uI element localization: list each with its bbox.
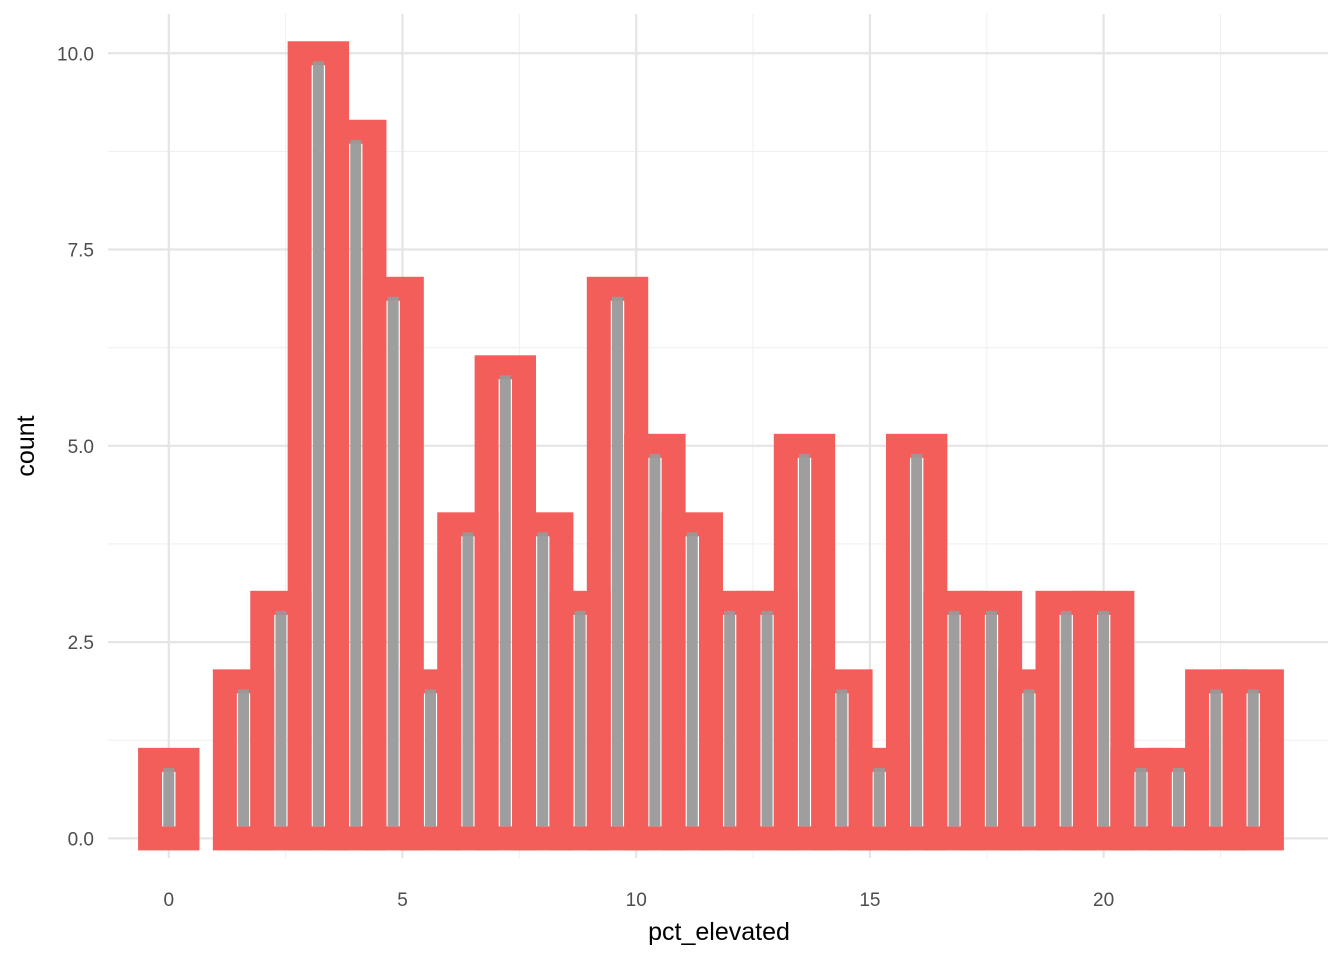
histogram-bar-fill	[574, 610, 586, 827]
histogram-bar-fill	[911, 453, 923, 827]
x-tick-label: 10	[626, 890, 647, 911]
x-tick-label: 0	[163, 890, 174, 911]
histogram-bar-fill	[462, 532, 474, 827]
y-axis-title: count	[12, 415, 40, 476]
x-tick-label: 5	[397, 890, 408, 911]
histogram-bar-fill	[985, 610, 997, 827]
y-tick-label: 0.0	[68, 829, 94, 850]
histogram-bar-fill	[724, 610, 736, 827]
y-tick-label: 2.5	[68, 633, 94, 654]
bar-outlines	[138, 41, 1284, 851]
histogram-bar-fill	[1135, 767, 1147, 827]
histogram-bar-fill	[425, 689, 437, 827]
histogram-bar-outline	[773, 433, 836, 851]
histogram-bar-fill	[1210, 689, 1222, 827]
bar-fills	[163, 61, 1259, 827]
histogram-bar-fill	[238, 689, 250, 827]
x-tick-label: 15	[859, 890, 880, 911]
histogram-bar-fill	[761, 610, 773, 827]
y-tick-label: 10.0	[57, 44, 94, 65]
x-axis-ticks: 0 5 10 15 20	[163, 890, 1114, 911]
histogram-bar-outline	[362, 276, 424, 851]
histogram-bar-fill	[836, 689, 848, 827]
histogram-bar-fill	[649, 453, 661, 827]
y-tick-label: 7.5	[68, 241, 94, 262]
histogram-bar-fill	[387, 296, 399, 827]
histogram-bar-fill	[163, 767, 175, 827]
histogram-bar-fill	[873, 767, 885, 827]
x-axis-title: pct_elevated	[648, 918, 790, 946]
histogram-bar-outline	[138, 747, 200, 851]
histogram-bar-fill	[1172, 767, 1184, 827]
y-axis-ticks: 0.0 2.5 5.0 7.5 10.0	[57, 44, 94, 850]
histogram-bar-fill	[1023, 689, 1035, 827]
histogram-bar-fill	[612, 296, 624, 827]
histogram-bar-outline	[1072, 590, 1135, 851]
histogram-bar-fill	[686, 532, 698, 827]
histogram-bar-fill	[1098, 610, 1110, 827]
x-tick-label: 20	[1093, 890, 1114, 911]
y-tick-label: 5.0	[68, 437, 94, 458]
histogram-bar-fill	[798, 453, 810, 827]
histogram-bar-fill	[537, 532, 549, 827]
histogram-bar-fill	[350, 139, 362, 827]
histogram-bar-fill	[275, 610, 287, 827]
histogram-bar-fill	[1247, 689, 1259, 827]
histogram-bar-fill	[312, 61, 324, 827]
histogram-bar-fill	[1060, 610, 1072, 827]
histogram-bar-outline	[1222, 669, 1284, 851]
histogram-bar-fill	[499, 375, 511, 827]
histogram-bar-fill	[948, 610, 960, 827]
